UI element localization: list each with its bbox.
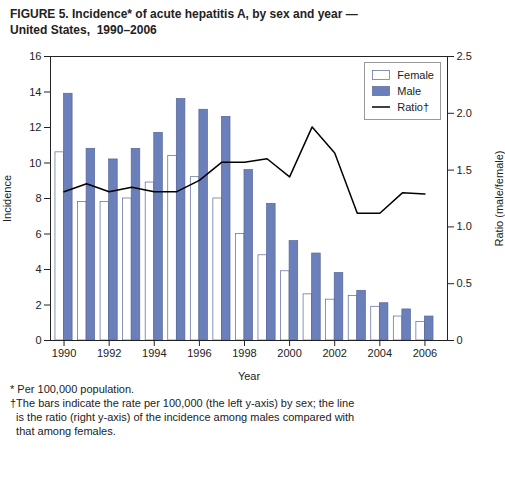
- html-text:United States, 1990–2006: United States, 1990–2006: [10, 23, 157, 37]
- html-text:* Per 100,000 population.: * Per 100,000 population.: [10, 383, 135, 395]
- svg-text:1994: 1994: [142, 347, 166, 359]
- svg-text:Ratio (male/female): Ratio (male/female): [493, 151, 505, 247]
- svg-text:2.0: 2.0: [457, 107, 472, 119]
- svg-text:2: 2: [35, 299, 41, 311]
- svg-text:2000: 2000: [277, 347, 301, 359]
- html-text:FIGURE 5. Incidence* of acute: FIGURE 5. Incidence* of acute hepatitis …: [10, 7, 358, 21]
- html-text:Male: Male: [397, 85, 422, 97]
- svg-text:2.5: 2.5: [457, 50, 472, 62]
- svg-text:2002: 2002: [322, 347, 346, 359]
- svg-text:10: 10: [29, 157, 41, 169]
- svg-text:2004: 2004: [368, 347, 392, 359]
- svg-text:0: 0: [457, 334, 463, 346]
- svg-text:1990: 1990: [52, 347, 76, 359]
- svg-text:8: 8: [35, 192, 41, 204]
- svg-text:2006: 2006: [413, 347, 437, 359]
- html-text:Female: Female: [397, 69, 434, 81]
- svg-text:1992: 1992: [97, 347, 121, 359]
- svg-text:Year: Year: [238, 370, 261, 382]
- svg-text:1.5: 1.5: [457, 164, 472, 176]
- svg-text:16: 16: [29, 50, 41, 62]
- svg-text:1996: 1996: [187, 347, 211, 359]
- svg-text:14: 14: [29, 86, 41, 98]
- svg-text:0.5: 0.5: [457, 277, 472, 289]
- svg-text:4: 4: [35, 263, 41, 275]
- html-text:†The bars indicate the rate pe: †The bars indicate the rate per 100,000 …: [10, 397, 355, 409]
- svg-text:1998: 1998: [232, 347, 256, 359]
- svg-text:1.0: 1.0: [457, 220, 472, 232]
- html-text:Ratio†: Ratio†: [397, 101, 430, 113]
- html-text:is the ratio (right y-axis) of: is the ratio (right y-axis) of the incid…: [10, 411, 355, 423]
- svg-text:Incidence: Incidence: [1, 175, 13, 222]
- svg-text:12: 12: [29, 121, 41, 133]
- html-text:that among females.: that among females.: [10, 425, 116, 437]
- svg-text:6: 6: [35, 228, 41, 240]
- svg-text:0: 0: [35, 334, 41, 346]
